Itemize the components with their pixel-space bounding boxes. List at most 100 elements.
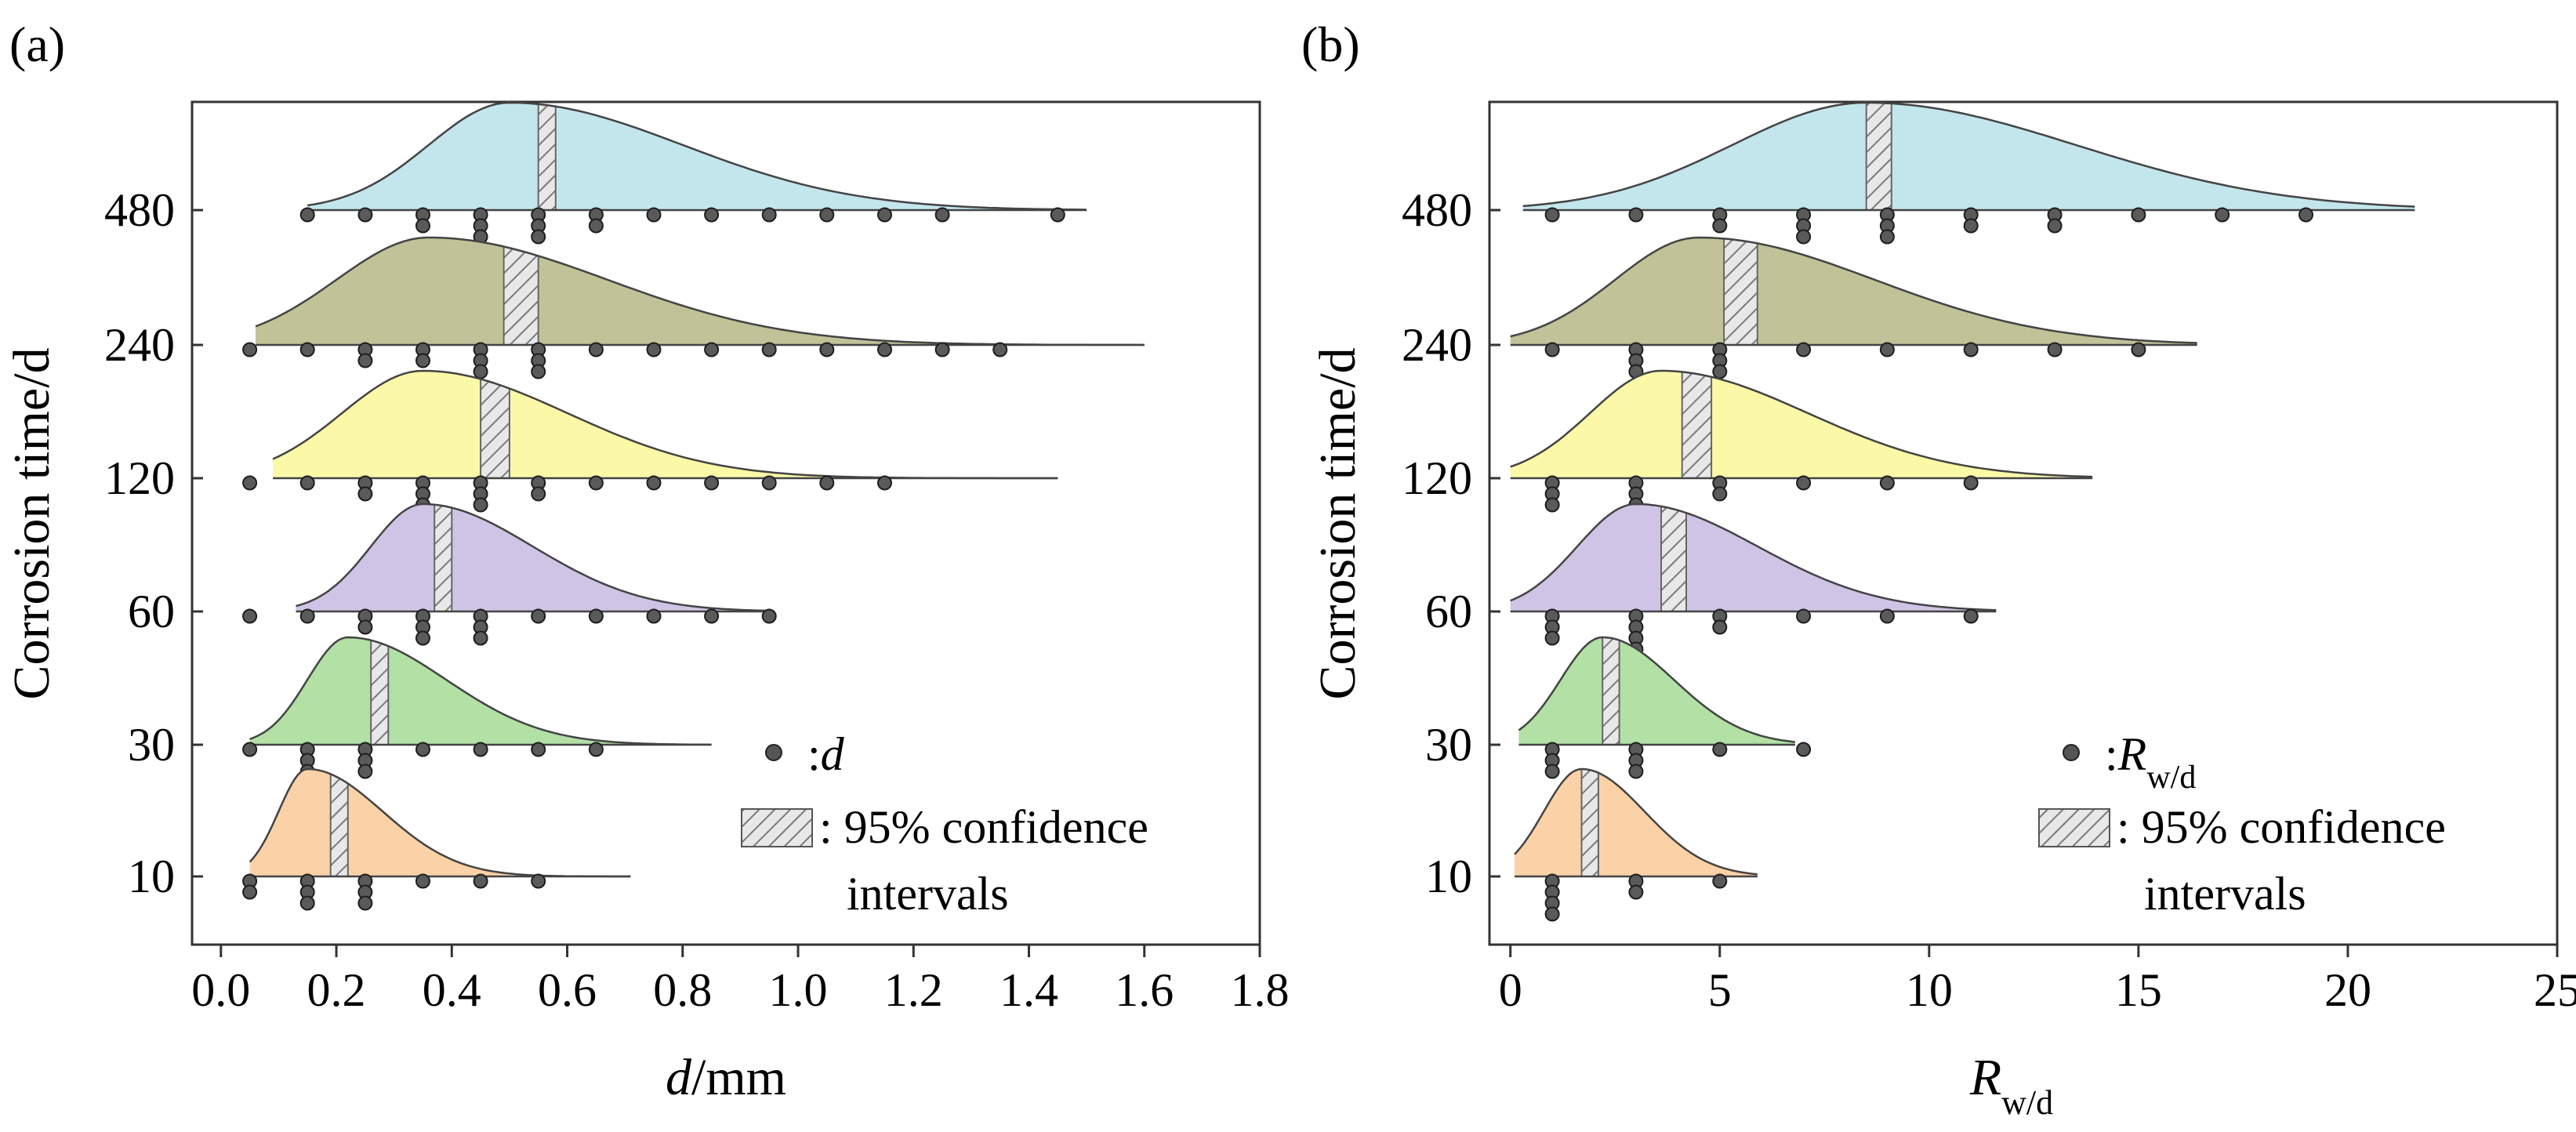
panel-b-ci-band-120: [1681, 371, 1713, 479]
panel-a-data-point-120: [877, 475, 892, 491]
panel-a-data-point-240: [531, 364, 546, 379]
panel-a-data-point-60: [761, 608, 777, 624]
panel-b-density-curve-60: [1510, 503, 1997, 611]
panel-b-ridge-10: [1514, 767, 1758, 922]
panel-b-data-point-240: [1879, 342, 1895, 357]
panel-b-density-area-10: [1515, 769, 1758, 876]
panel-a-data-point-10: [299, 895, 315, 911]
panel-a-data-point-120: [646, 475, 662, 491]
panel-a-label: (a): [9, 16, 65, 72]
panel-a-density-area-30: [249, 637, 712, 745]
panel-a-y-tick-label: 120: [104, 452, 175, 504]
panel-a-frame: [190, 100, 1261, 946]
panel-a-density-curve-60: [296, 503, 770, 612]
panel-b-data-point-480: [1628, 207, 1644, 223]
panel-b-ridge-240: [1510, 236, 2197, 379]
panel-b-data-point-480: [2047, 218, 2063, 234]
panel-a-x-axis-title: d/mm: [666, 1049, 786, 1106]
panel-a-data-point-120: [242, 475, 258, 491]
panel-b-data-point-30: [1796, 742, 1812, 757]
panel-a-data-point-30: [588, 742, 604, 757]
panel-a-ci-band-480: [537, 103, 557, 211]
panel-b-frame: [1488, 100, 2559, 946]
panel-a-data-point-120: [357, 486, 373, 502]
panel-a-data-point-30: [357, 764, 373, 779]
panel-b-data-point-480: [2298, 207, 2313, 223]
panel-b-legend-point-colon: :: [2105, 728, 2118, 780]
panel-b-data-point-480: [2131, 207, 2146, 223]
panel-b-data-point-30: [1628, 764, 1644, 779]
panel-a-data-point-60: [646, 608, 662, 624]
panel-b-density-curve-480: [1522, 101, 2415, 208]
panel-a-x-tick-label: 1.8: [1231, 964, 1290, 1016]
panel-b-data-point-60: [1963, 608, 1979, 624]
panel-a-data-point-120: [531, 486, 546, 502]
panel-b-x-tick-label: 15: [2115, 964, 2162, 1016]
panel-b-x-axis-sub: w/d: [2001, 1083, 2053, 1122]
panel-b-y-tick-label: 60: [1425, 586, 1472, 637]
panel-a-data-point-30: [473, 742, 488, 757]
panel-b-ci-band-480: [1865, 102, 1892, 211]
panel-a-density-curve-30: [249, 636, 712, 746]
panel-b-data-point-480: [1712, 218, 1728, 234]
panel-b-data-point-10: [1544, 906, 1560, 922]
panel-a-density-curve-480: [307, 101, 1087, 211]
panel-a-data-point-240: [761, 342, 777, 357]
panel-a-x-tick-label: 0.0: [191, 964, 250, 1016]
panel-a-data-point-120: [299, 475, 315, 491]
panel-a-data-point-10: [531, 873, 546, 889]
panel-a-data-point-480: [877, 207, 892, 223]
panel-b-density-curve-10: [1514, 767, 1758, 876]
panel-b-y-tick-label: 480: [1402, 184, 1472, 236]
panel-b-data-point-120: [1796, 475, 1812, 491]
panel-a-ridge-60: [242, 503, 777, 646]
panel-b-data-point-60: [1544, 630, 1560, 646]
panel-b-data-point-480: [1879, 229, 1895, 245]
panel-a-data-point-240: [877, 342, 892, 357]
panel-b-data-point-60: [1796, 608, 1812, 624]
panel-b-data-point-120: [1879, 475, 1895, 491]
panel-b-data-point-60: [1712, 619, 1728, 635]
panel-a-data-point-60: [704, 608, 720, 624]
panel-b-x-tick-label: 25: [2534, 964, 2576, 1016]
panel-a-data-point-120: [704, 475, 720, 491]
panel-b-data-point-240: [2131, 342, 2146, 357]
panel-a-data-point-240: [819, 342, 835, 357]
panel-a-x-tick-label: 0.4: [423, 964, 481, 1016]
panel-b-data-point-480: [1544, 207, 1560, 223]
panel-a-x-ticks: 0.0 0.2 0.4 0.6 0.8 1.0 1.2 1.4 1.6 1.8: [191, 945, 1290, 1016]
panel-a-density-area-10: [249, 769, 631, 876]
panel-a-density-area-240: [256, 238, 1145, 345]
panel-a-legend-ci-text-2: intervals: [847, 868, 1009, 920]
panel-a-data-point-60: [588, 608, 604, 624]
panel-b-ci-band-10: [1580, 768, 1599, 877]
panel-a-ridge-120: [242, 369, 1058, 513]
panel-b-x-tick-label: 5: [1708, 964, 1732, 1016]
panel-a: (a) 0.0 0.2 0.4 0.6 0.8 1.0 1.2 1.4 1.6 1.8 10 30 6…: [3, 16, 1290, 1106]
panel-a-data-point-120: [761, 475, 777, 491]
panel-b-data-point-30: [1544, 764, 1560, 779]
panel-a-ridge-480: [299, 101, 1087, 245]
panel-b-data-point-480: [2215, 207, 2230, 223]
panel-b-label: (b): [1301, 16, 1360, 72]
panel-a-density-area-120: [273, 371, 1058, 478]
panel-b-density-area-480: [1522, 103, 2415, 210]
panel-a-y-ticks: 10 30 60 120 240 480: [104, 184, 203, 902]
panel-a-data-point-60: [415, 630, 430, 646]
panel-a-x-tick-label: 0.8: [653, 964, 712, 1016]
panel-b-data-point-120: [1712, 486, 1728, 502]
panel-a-legend-ci-swatch: [741, 808, 813, 847]
panel-b-data-point-60: [1879, 608, 1895, 624]
panel-a-legend: :d : 95% confidence intervals: [741, 728, 1148, 920]
panel-b-y-tick-label: 120: [1402, 452, 1472, 504]
panel-b: (b) 0 5 10 15 20 25 10 30 60 120 240 480 Corrosion…: [1301, 16, 2576, 1122]
panel-a-y-tick-label: 480: [104, 184, 175, 236]
panel-a-x-axis-unit: /mm: [691, 1049, 786, 1106]
panel-a-data-point-60: [242, 608, 258, 624]
panel-a-ci-band-10: [329, 772, 349, 877]
panel-a-y-tick-label: 240: [104, 319, 175, 371]
panel-a-ci-band-60: [434, 503, 453, 612]
panel-b-x-axis-title: Rw/d: [1969, 1049, 2053, 1122]
panel-b-density-curve-120: [1510, 369, 2093, 478]
